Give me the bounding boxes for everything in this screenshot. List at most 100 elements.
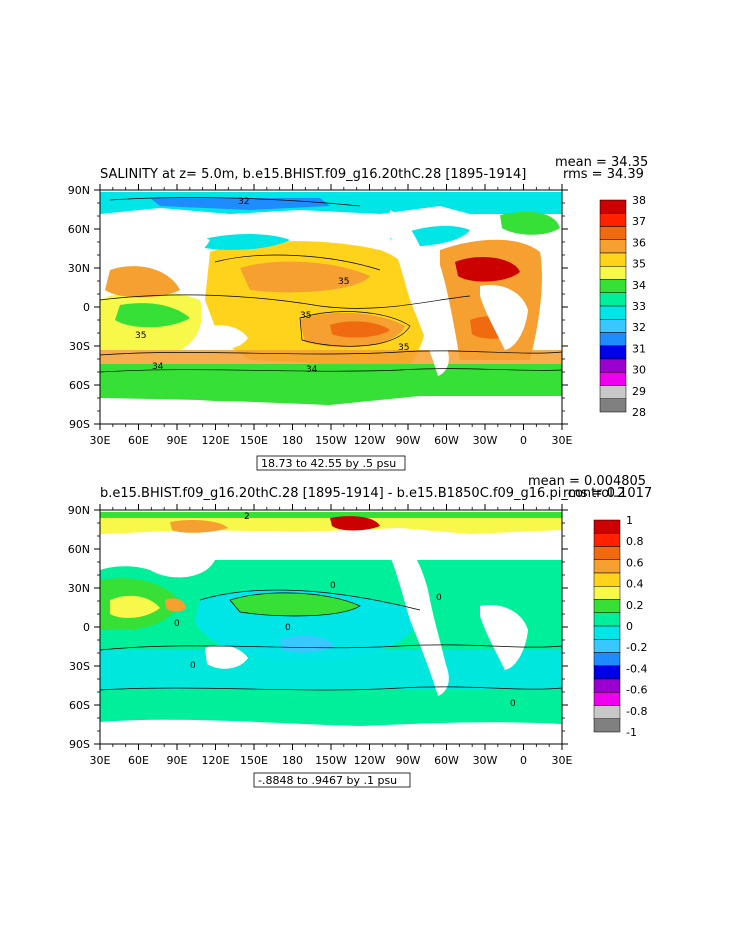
top-colorbar-label: 29 (632, 385, 646, 398)
bottom-colorbar-label: -1 (626, 726, 637, 739)
top-colorbar-swatch (599, 305, 627, 320)
bottom-contour-label: 2 (244, 512, 250, 522)
bottom-contour-label: 0 (436, 593, 442, 603)
bottom-x-tick-label: 120W (354, 754, 386, 767)
top-y-tick-label: 90S (69, 418, 90, 431)
bottom-map: 2 0 0 0 0 0 0 (99, 509, 563, 745)
bottom-x-tick-label: 180 (282, 754, 303, 767)
bottom-colorbar-swatch (593, 665, 621, 680)
top-colorbar-swatch (599, 398, 627, 413)
bottom-colorbar-label: -0.6 (626, 684, 647, 697)
bottom-y-tick-label: 0 (83, 621, 90, 634)
bottom-colorbar-swatch (593, 652, 621, 666)
bottom-colorbar-swatch (593, 612, 621, 627)
top-x-axis: 30E 60E 90E 120E 150E 180 150W 120W 90W 60W 30W 0 30… (90, 184, 573, 447)
top-y-axis: 90N 60N 30N 0 30S 60S 90S (68, 184, 568, 431)
bottom-colorbar-swatch (593, 678, 621, 693)
bottom-x-tick-label: 150E (240, 754, 268, 767)
bottom-contour-label: 0 (285, 623, 291, 633)
top-colorbar-swatch (599, 358, 627, 373)
top-y-tick-label: 60S (69, 379, 90, 392)
top-colorbar-swatch (599, 279, 627, 293)
top-mean: mean = 34.35 (555, 155, 648, 170)
bottom-colorbar: 1 0.8 0.6 0.4 0.2 0 -0.2 -0.4 -0.6 -0.8 -1 (593, 514, 647, 739)
bottom-colorbar-swatch (593, 705, 621, 719)
top-x-tick-label: 90E (167, 434, 188, 447)
bottom-y-tick-label: 30S (69, 660, 90, 673)
bottom-contour-label: 0 (174, 619, 180, 629)
top-land-africa (480, 285, 528, 350)
bottom-x-tick-label: 90W (396, 754, 421, 767)
top-x-tick-label: 60E (128, 434, 149, 447)
bottom-range-label: -.8848 to .9467 by .1 psu (258, 774, 397, 787)
top-colorbar-label: 37 (632, 215, 646, 228)
bottom-land-australia (205, 645, 248, 669)
top-colorbar-swatch (599, 252, 627, 267)
bottom-y-tick-label: 90S (69, 738, 90, 751)
top-x-tick-label: 30E (90, 434, 111, 447)
top-x-tick-label: 120W (354, 434, 386, 447)
top-colorbar-label: 38 (632, 194, 646, 207)
top-contour-label: 35 (398, 343, 409, 353)
top-contour-label: 34 (152, 362, 164, 372)
top-colorbar-swatch (599, 226, 627, 240)
top-colorbar-swatch (599, 266, 627, 280)
bottom-range-box (253, 772, 411, 788)
bottom-colorbar-label: 0 (626, 620, 633, 633)
bottom-contour-label: 0 (510, 699, 516, 709)
bottom-x-tick-label: 150W (315, 754, 347, 767)
bottom-land-americas (390, 530, 449, 696)
bottom-x-tick-label: 0 (520, 754, 527, 767)
top-colorbar-swatch (599, 292, 627, 307)
top-land-americas (390, 210, 449, 376)
bottom-x-tick-label: 30E (90, 754, 111, 767)
top-contour-label: 34 (306, 365, 318, 375)
bottom-x-tick-label: 60W (434, 754, 459, 767)
top-x-tick-label: 30E (552, 434, 573, 447)
top-colorbar-label: 31 (632, 342, 646, 355)
top-colorbar-label: 28 (632, 406, 646, 419)
bottom-colorbar-label: -0.2 (626, 641, 647, 654)
bottom-colorbar-swatch (593, 639, 621, 653)
top-x-tick-label: 150W (315, 434, 347, 447)
bottom-y-tick-label: 60S (69, 699, 90, 712)
bottom-x-tick-label: 60E (128, 754, 149, 767)
bottom-colorbar-swatch (593, 692, 621, 706)
top-colorbar-swatch (599, 199, 627, 214)
top-colorbar-swatch (599, 385, 627, 399)
bottom-x-axis: 30E 60E 90E 120E 150E 180 150W 120W 90W 60W 30W 0 30… (90, 504, 573, 767)
top-colorbar-label: 35 (632, 258, 646, 271)
top-colorbar-label: 33 (632, 300, 646, 313)
top-x-tick-label: 0 (520, 434, 527, 447)
bottom-colorbar-label: 0.4 (626, 578, 644, 591)
top-colorbar: 38 37 36 35 34 33 32 31 30 29 28 (599, 194, 646, 419)
bottom-colorbar-swatch (593, 519, 621, 534)
top-colorbar-label: 32 (632, 321, 646, 334)
bottom-rms: rms = 0.1017 (563, 486, 652, 501)
bottom-y-axis: 90N 60N 30N 0 30S 60S 90S (68, 504, 568, 751)
bottom-colorbar-swatch (593, 533, 621, 547)
bottom-colorbar-swatch (593, 546, 621, 560)
top-map: 32 35 35 35 35 34 34 (99, 189, 563, 425)
top-y-tick-label: 30S (69, 340, 90, 353)
bottom-mean: mean = 0.004805 (528, 474, 646, 489)
top-land-eurasia (100, 221, 210, 258)
bottom-colorbar-label: 0.6 (626, 556, 644, 569)
top-colorbar-swatch (599, 332, 627, 346)
bottom-colorbar-swatch (593, 599, 621, 613)
bottom-x-tick-label: 90E (167, 754, 188, 767)
top-land-australia (205, 325, 248, 349)
panel-bottom: b.e15.BHIST.f09_g16.20thC.28 [1895-1914]… (68, 474, 652, 788)
top-y-tick-label: 0 (83, 301, 90, 314)
bottom-colorbar-label: -0.4 (626, 662, 647, 675)
top-range-label: 18.73 to 42.55 by .5 psu (261, 457, 396, 470)
bottom-colorbar-swatch (593, 625, 621, 640)
top-y-tick-label: 30N (68, 262, 90, 275)
top-colorbar-swatch (599, 213, 627, 227)
bottom-land-africa (480, 605, 528, 670)
bottom-contour-label: 0 (330, 581, 336, 591)
bottom-colorbar-label: 0.2 (626, 599, 644, 612)
bottom-colorbar-label: 0.8 (626, 535, 644, 548)
bottom-colorbar-swatch (593, 559, 621, 574)
